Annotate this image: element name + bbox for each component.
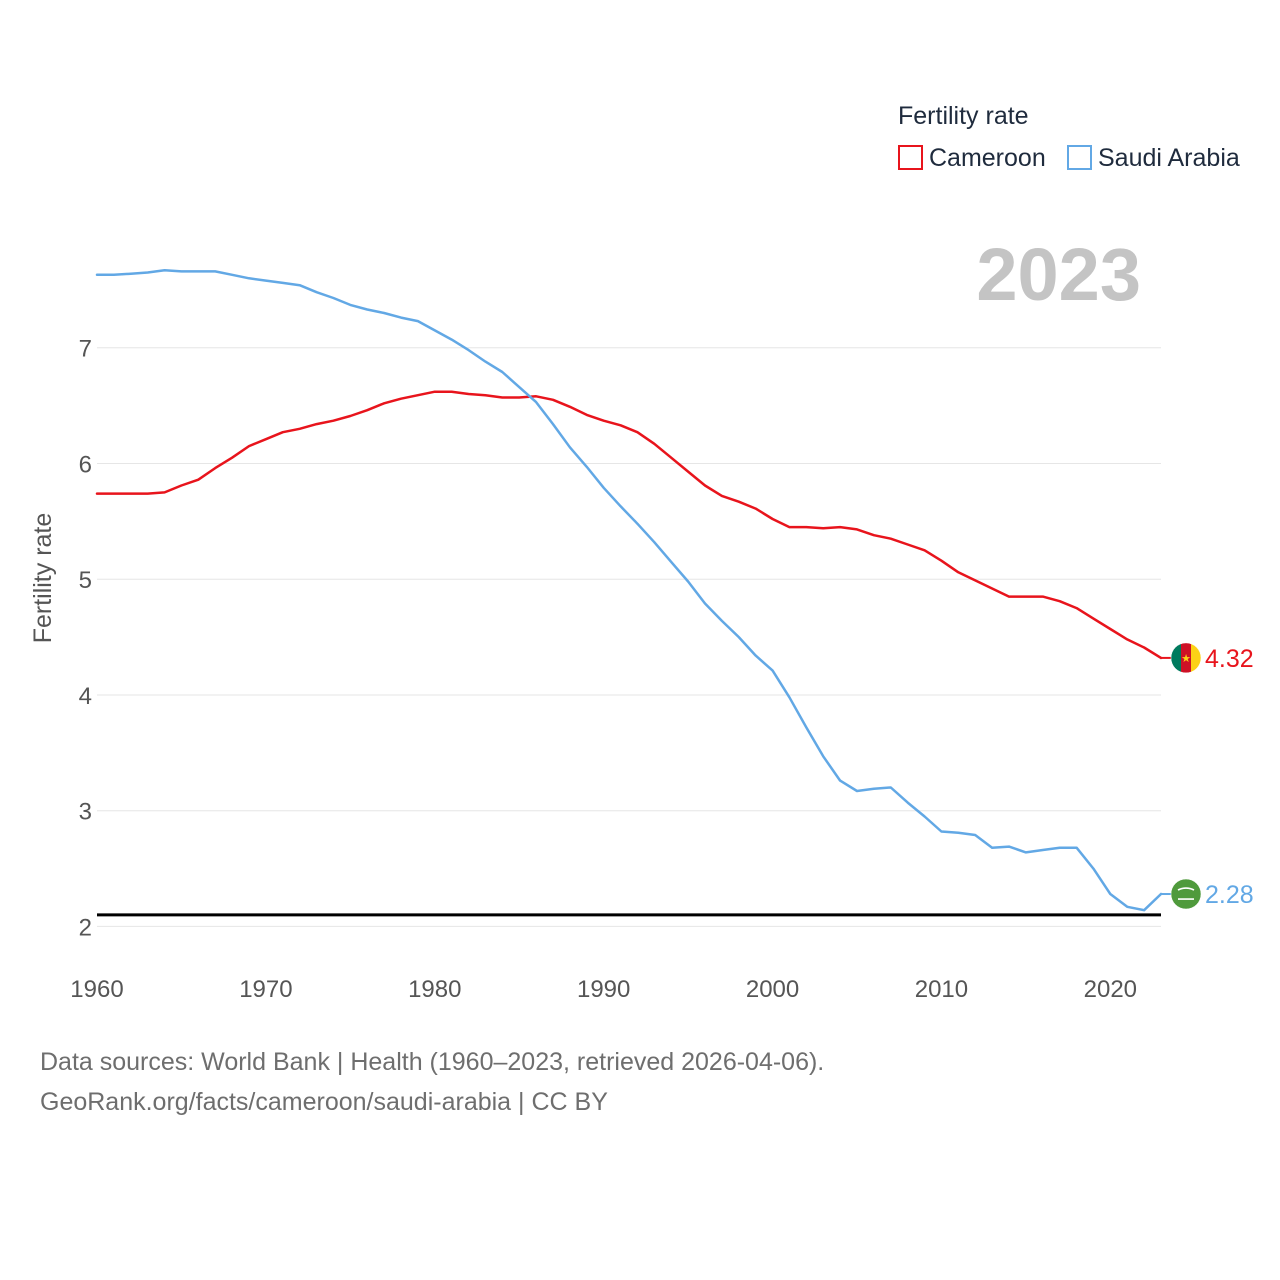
fertility-rate-chart: 2 3 4 5 6 7 1960 1970 1980 1990 2000 2010 2020 Fert… xyxy=(29,102,1254,1003)
legend-item-cameroon[interactable]: Cameroon xyxy=(898,144,1046,172)
x-tick-label: 2020 xyxy=(1084,976,1137,1003)
source-note: Data sources: World Bank | Health (1960–… xyxy=(40,1042,824,1122)
legend-swatch-cameroon xyxy=(898,145,923,170)
y-tick-label: 3 xyxy=(79,799,92,826)
y-axis-ticks: 2 3 4 5 6 7 xyxy=(79,336,92,942)
y-tick-label: 4 xyxy=(79,683,92,710)
x-axis-ticks: 1960 1970 1980 1990 2000 2010 2020 xyxy=(70,976,1137,1003)
x-tick-label: 1990 xyxy=(577,976,630,1003)
series-line-saudi-arabia xyxy=(95,268,1163,912)
gridlines xyxy=(97,347,1161,927)
y-tick-label: 6 xyxy=(79,451,92,478)
y-axis-title: Fertility rate xyxy=(29,513,57,644)
legend-label-cameroon: Cameroon xyxy=(929,144,1046,172)
legend-title: Fertility rate xyxy=(898,102,1029,130)
y-tick-label: 2 xyxy=(79,914,92,941)
legend-label-saudi-arabia: Saudi Arabia xyxy=(1098,144,1240,172)
x-tick-label: 1970 xyxy=(239,976,292,1003)
y-tick-label: 5 xyxy=(79,567,92,594)
series-lines xyxy=(95,268,1163,912)
cameroon-flag-icon: ★ xyxy=(1170,642,1202,674)
end-value-label-saudi-arabia: 2.28 xyxy=(1205,881,1254,909)
end-markers: ★ 4.32 2.28 xyxy=(1161,642,1254,910)
saudi-arabia-flag-icon xyxy=(1170,878,1202,910)
x-tick-label: 2010 xyxy=(915,976,968,1003)
year-label: 2023 xyxy=(976,233,1141,316)
end-value-label-cameroon: 4.32 xyxy=(1205,645,1254,673)
x-tick-label: 1980 xyxy=(408,976,461,1003)
y-tick-label: 7 xyxy=(79,336,92,363)
legend-swatch-saudi-arabia xyxy=(1067,145,1092,170)
source-line-2[interactable]: GeoRank.org/facts/cameroon/saudi-arabia … xyxy=(40,1088,608,1116)
svg-text:★: ★ xyxy=(1181,652,1191,665)
series-line-cameroon xyxy=(95,390,1163,660)
x-tick-label: 1960 xyxy=(70,976,123,1003)
source-line-1: Data sources: World Bank | Health (1960–… xyxy=(40,1048,825,1076)
legend: Fertility rate Cameroon Saudi Arabia xyxy=(898,102,1240,172)
legend-item-saudi-arabia[interactable]: Saudi Arabia xyxy=(1067,144,1240,172)
x-tick-label: 2000 xyxy=(746,976,799,1003)
